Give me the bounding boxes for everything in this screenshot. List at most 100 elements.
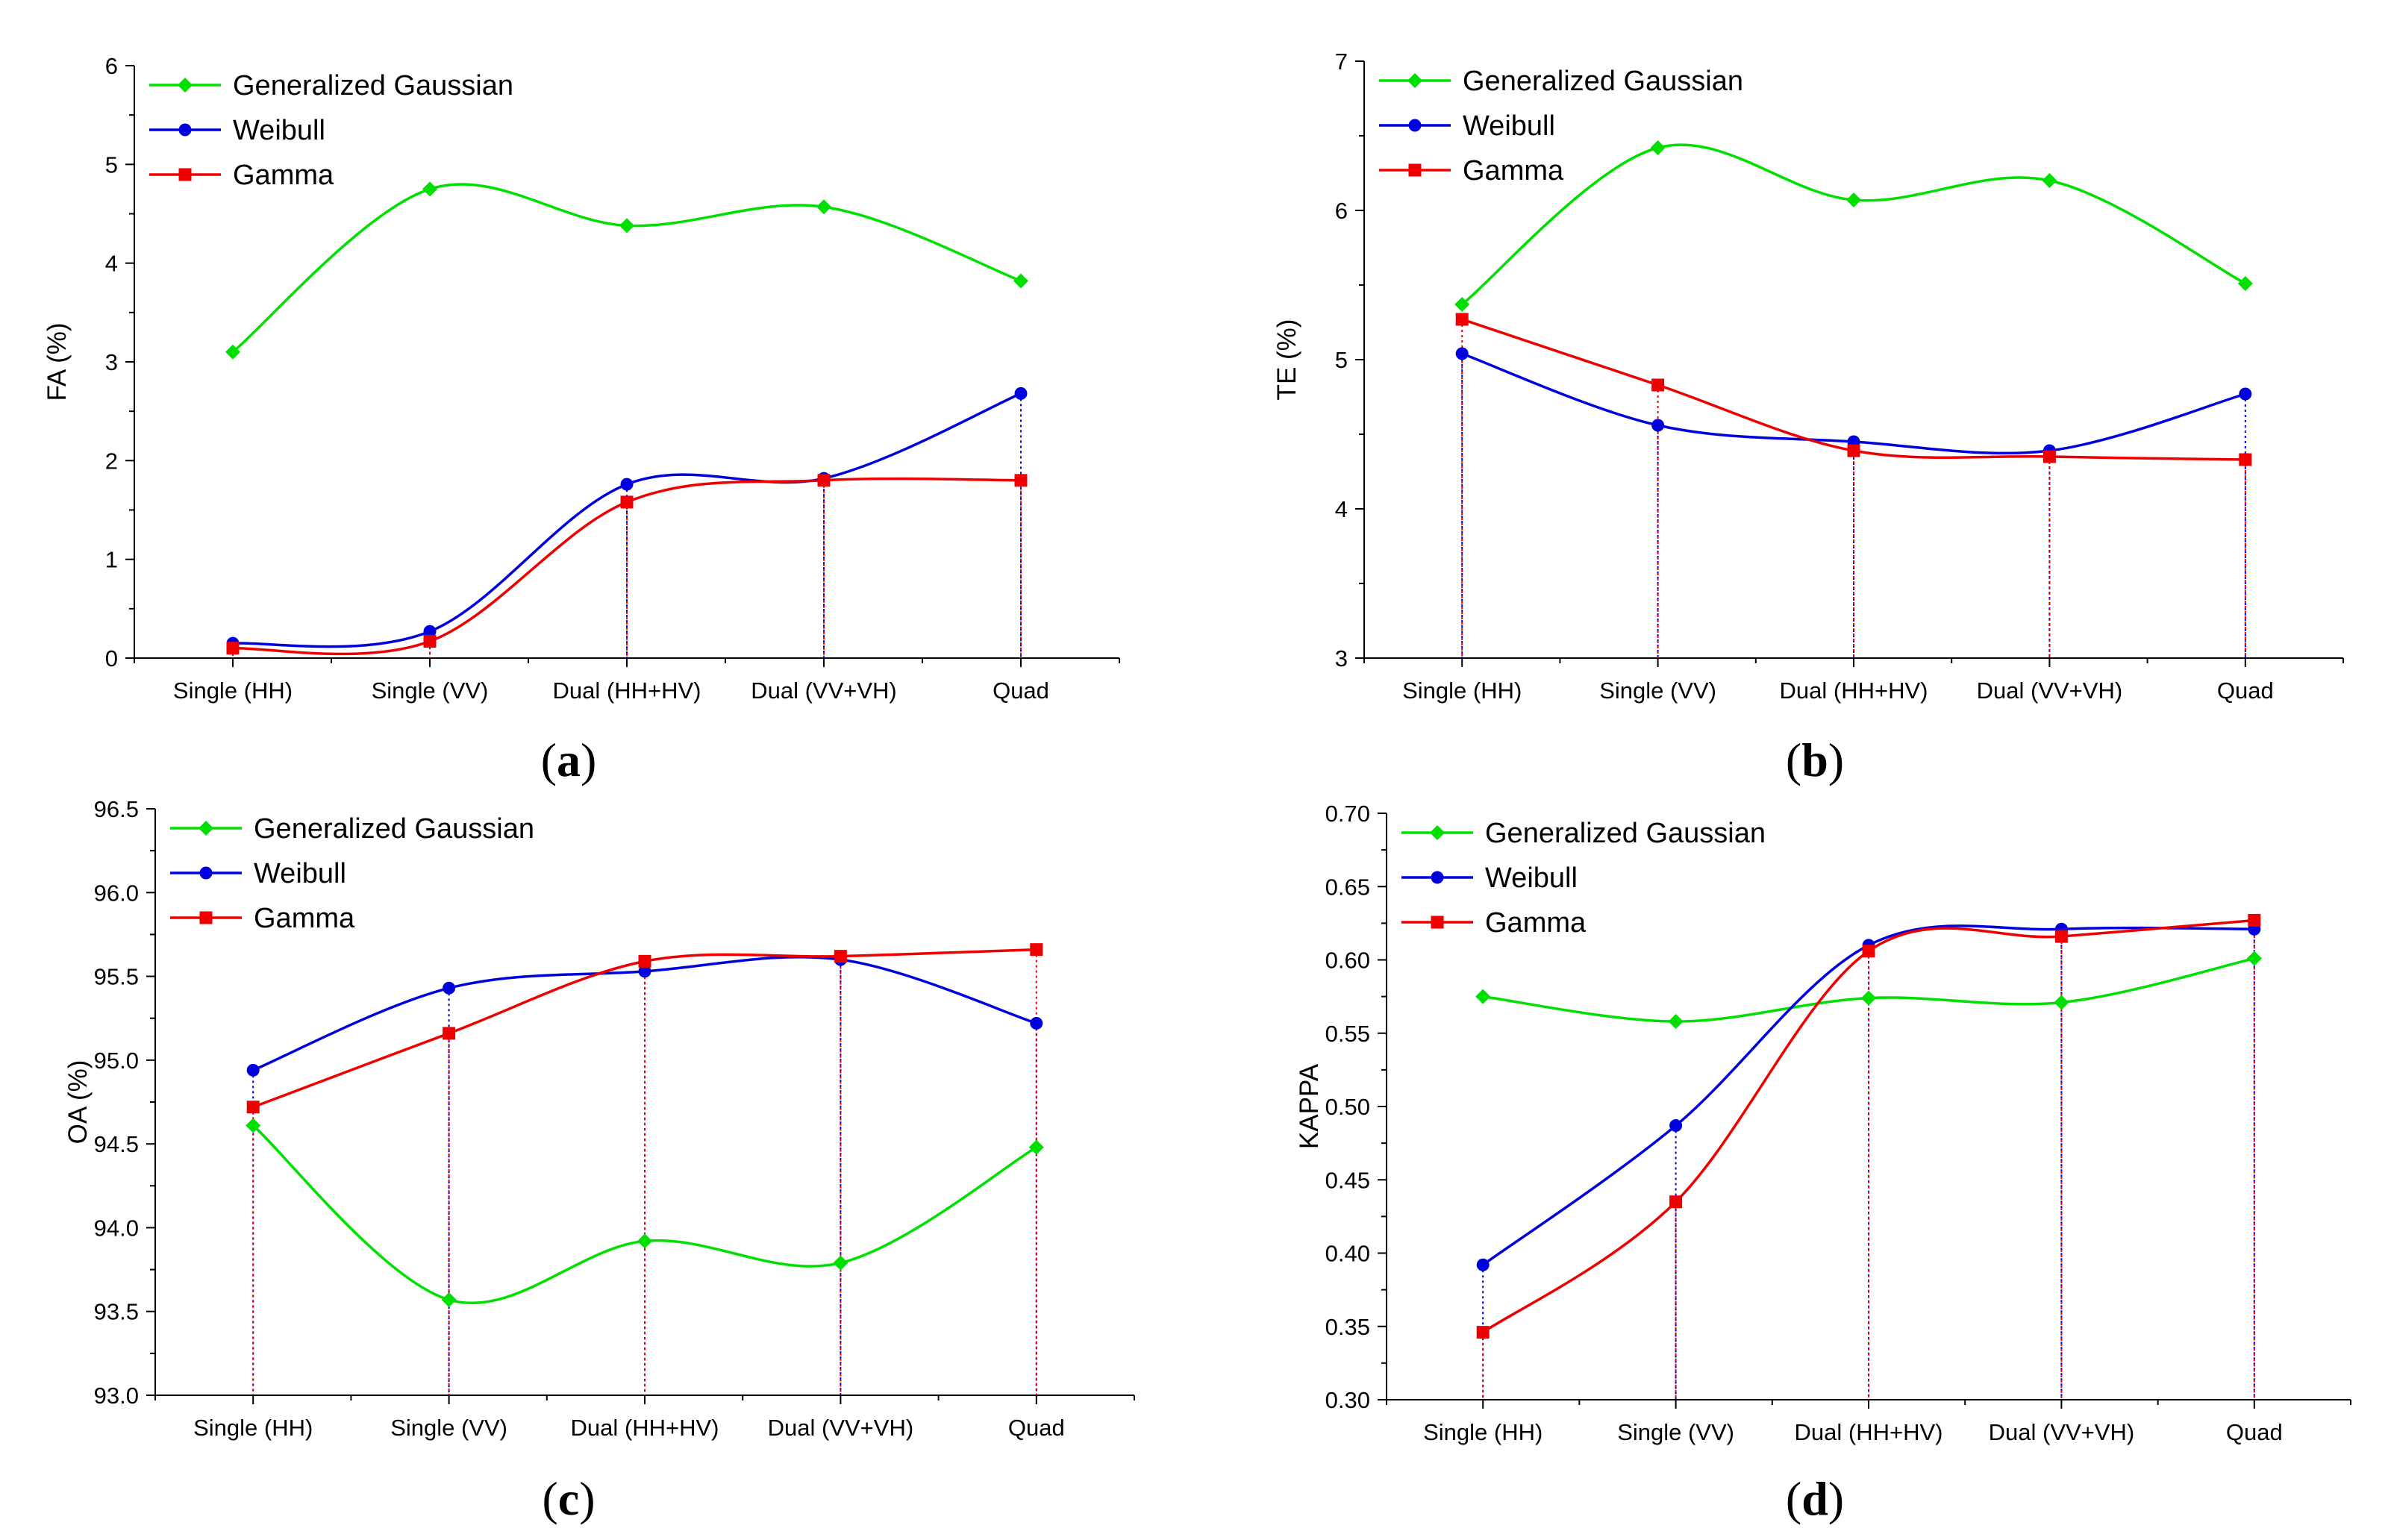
- legend-marker-gamma: [1408, 163, 1422, 177]
- x-tick-label: Dual (VV+VH): [1989, 1419, 2135, 1445]
- x-tick-label: Dual (VV+VH): [751, 677, 897, 704]
- y-tick-label: 1: [105, 547, 118, 573]
- data-point-generalized-gaussian: [225, 344, 240, 360]
- y-tick-label: 4: [105, 251, 118, 277]
- data-point-generalized-gaussian: [1454, 297, 1470, 312]
- y-tick-label: 6: [1335, 198, 1348, 224]
- legend-marker-weibull: [199, 866, 213, 880]
- chart-panel-2: 3 4 5 6 7 Single (HH) Single (VV) Dual (HH+HV) D…: [1272, 48, 2344, 786]
- y-tick-label: 96.5: [94, 796, 139, 822]
- series-line-generalized-gaussian: [1461, 143, 2246, 306]
- y-tick-label: 0.45: [1325, 1167, 1370, 1193]
- y-tick-label: 3: [105, 349, 118, 375]
- y-tick-label: 95.5: [94, 964, 139, 990]
- data-point-gamma: [1669, 1195, 1683, 1209]
- data-point-gamma: [246, 1101, 260, 1114]
- data-point-gamma: [2054, 930, 2068, 943]
- y-tick-label: 94.5: [94, 1131, 139, 1157]
- x-tick-label: Quad: [1008, 1415, 1065, 1441]
- y-axis-label: FA (%): [43, 322, 72, 401]
- y-tick-label: 6: [105, 53, 118, 79]
- legend-label-gamma: Gamma: [1463, 155, 1564, 187]
- data-point-generalized-gaussian: [2054, 995, 2069, 1010]
- legend-marker-gamma: [1431, 915, 1444, 929]
- y-tick-label: 0.50: [1325, 1094, 1370, 1120]
- x-tick-label: Single (VV): [390, 1415, 507, 1441]
- data-point-gamma: [423, 635, 437, 648]
- series-line-gamma: [1482, 918, 2254, 1334]
- data-point-weibull: [246, 1063, 260, 1077]
- x-tick-label: Quad: [993, 677, 1049, 704]
- data-point-weibull: [1030, 1016, 1043, 1030]
- y-tick-label: 5: [105, 151, 118, 178]
- y-tick-label: 4: [1335, 496, 1348, 522]
- data-point-generalized-gaussian: [2237, 276, 2253, 291]
- series-line-generalized-gaussian: [231, 183, 1022, 354]
- y-tick-label: 2: [105, 448, 118, 474]
- data-point-gamma: [1476, 1326, 1490, 1339]
- x-tick-label: Dual (VV+VH): [1977, 677, 2123, 704]
- x-tick-label: Single (VV): [372, 677, 489, 704]
- y-tick-label: 95.0: [94, 1048, 139, 1074]
- legend-label-generalized-gaussian: Generalized Gaussian: [233, 70, 513, 101]
- y-tick-label: 94.0: [94, 1215, 139, 1241]
- data-point-weibull: [423, 625, 437, 638]
- x-tick-label: Single (VV): [1599, 677, 1716, 704]
- y-tick-label: 96.0: [94, 880, 139, 906]
- data-point-gamma: [443, 1027, 456, 1040]
- y-axis-label: TE (%): [1272, 319, 1301, 401]
- data-point-weibull: [1455, 347, 1469, 360]
- panel-caption: (a): [541, 733, 597, 786]
- data-point-weibull: [1651, 419, 1665, 432]
- legend-marker-weibull: [178, 123, 192, 137]
- data-point-generalized-gaussian: [1013, 273, 1028, 289]
- panel-caption: (d): [1786, 1472, 1844, 1525]
- legend-label-gamma: Gamma: [233, 160, 334, 191]
- legend-marker-generalized-gaussian: [199, 821, 213, 836]
- data-point-generalized-gaussian: [1668, 1014, 1684, 1030]
- data-point-generalized-gaussian: [619, 218, 634, 234]
- data-point-weibull: [1476, 1258, 1490, 1271]
- x-tick-label: Single (HH): [193, 1415, 313, 1441]
- y-axis-label: OA (%): [63, 1060, 93, 1145]
- y-tick-label: 0.35: [1325, 1314, 1370, 1340]
- data-point-generalized-gaussian: [422, 181, 437, 197]
- y-tick-label: 0.40: [1325, 1241, 1370, 1267]
- data-point-generalized-gaussian: [833, 1255, 848, 1271]
- data-point-generalized-gaussian: [1861, 990, 1876, 1006]
- panel-caption: (b): [1786, 733, 1844, 786]
- legend-marker-gamma: [199, 911, 213, 924]
- y-axis-label: KAPPA: [1295, 1063, 1324, 1149]
- data-point-weibull: [443, 981, 456, 995]
- data-point-gamma: [1847, 444, 1860, 457]
- x-tick-label: Single (VV): [1617, 1419, 1734, 1445]
- data-point-gamma: [638, 954, 651, 968]
- x-tick-label: Single (HH): [1402, 677, 1522, 704]
- data-point-weibull: [2239, 387, 2252, 401]
- data-point-generalized-gaussian: [1475, 989, 1491, 1004]
- data-point-weibull: [638, 965, 651, 978]
- data-point-generalized-gaussian: [816, 199, 831, 215]
- data-point-gamma: [2248, 913, 2261, 927]
- x-tick-label: Dual (HH+HV): [553, 677, 701, 704]
- chart-panel-3: 93.0 93.5 94.0 94.5 95.0 95.5 96.0 96.5 Single (…: [63, 796, 1135, 1525]
- y-tick-label: 0.65: [1325, 874, 1370, 900]
- x-tick-label: Dual (HH+HV): [1780, 677, 1928, 704]
- legend-label-weibull: Weibull: [233, 115, 325, 146]
- data-point-generalized-gaussian: [1846, 192, 1861, 207]
- x-tick-label: Dual (HH+HV): [571, 1415, 719, 1441]
- y-tick-label: 7: [1335, 48, 1348, 75]
- series-line-weibull: [1482, 924, 2254, 1266]
- legend-label-generalized-gaussian: Generalized Gaussian: [254, 813, 534, 845]
- data-point-gamma: [1862, 945, 1875, 958]
- x-tick-label: Dual (VV+VH): [768, 1415, 914, 1441]
- data-point-gamma: [1030, 943, 1043, 957]
- data-point-gamma: [620, 495, 634, 509]
- x-tick-label: Quad: [2226, 1419, 2283, 1445]
- x-tick-label: Single (HH): [1423, 1419, 1543, 1445]
- data-point-generalized-gaussian: [441, 1292, 457, 1307]
- legend-label-generalized-gaussian: Generalized Gaussian: [1485, 818, 1766, 849]
- data-point-gamma: [1651, 378, 1665, 392]
- data-point-generalized-gaussian: [246, 1118, 261, 1133]
